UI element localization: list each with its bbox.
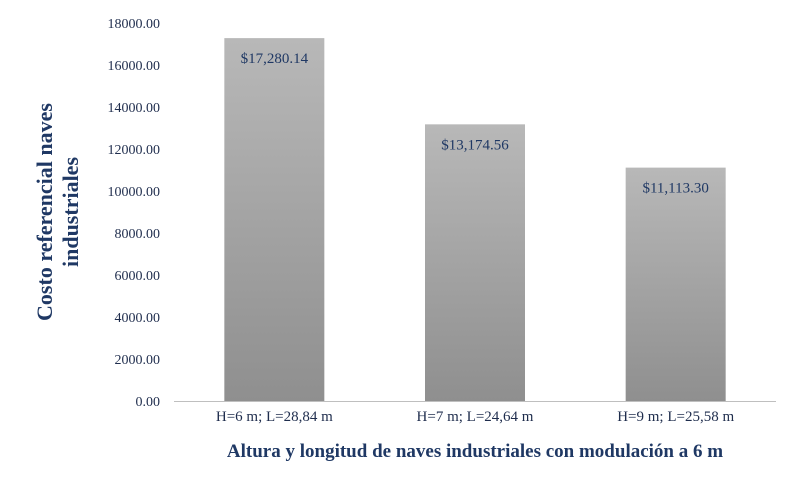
y-tick-label: 0.00 — [136, 395, 161, 410]
y-tick-label: 12000.00 — [108, 143, 161, 158]
y-tick-label: 16000.00 — [108, 59, 161, 74]
y-tick-label: 14000.00 — [108, 101, 161, 116]
category-labels: H=6 m; L=28,84 m H=7 m; L=24,64 m H=9 m; L… — [216, 409, 735, 425]
y-tick-label: 2000.00 — [115, 353, 161, 368]
bar — [224, 38, 325, 401]
data-labels: $17,280.14 $13,174.56 $11,113.30 — [241, 51, 709, 197]
data-label: $11,113.30 — [642, 181, 708, 197]
y-axis-title-line: industriales — [58, 157, 83, 267]
y-tick-label: 6000.00 — [115, 269, 161, 284]
bars — [224, 38, 726, 402]
y-tick-label: 10000.00 — [108, 185, 161, 200]
category-label: H=7 m; L=24,64 m — [417, 409, 534, 425]
y-tick-label: 4000.00 — [115, 311, 161, 326]
x-axis-title: Altura y longitud de naves industriales … — [227, 441, 723, 462]
bar — [625, 167, 726, 401]
y-axis-ticks: 0.00 2000.00 4000.00 6000.00 8000.00 10000.00… — [108, 17, 161, 410]
category-label: H=6 m; L=28,84 m — [216, 409, 333, 425]
y-axis-title-line: Costo referencial naves — [32, 103, 57, 321]
data-label: $17,280.14 — [241, 51, 309, 67]
y-tick-label: 18000.00 — [108, 17, 161, 32]
data-label: $13,174.56 — [441, 137, 509, 153]
y-axis-title: Costo referencial navesindustriales — [32, 103, 83, 321]
y-tick-label: 8000.00 — [115, 227, 161, 242]
category-label: H=9 m; L=25,58 m — [617, 409, 734, 425]
bar — [425, 124, 525, 402]
